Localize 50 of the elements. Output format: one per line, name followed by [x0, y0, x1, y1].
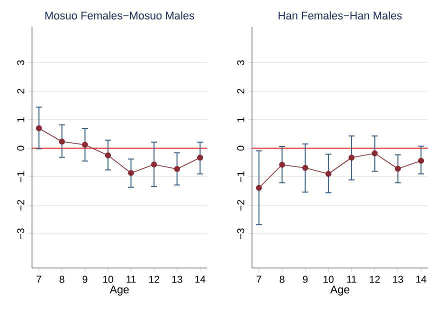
x-tick-label: 8 [60, 276, 64, 283]
x-tick-label: 7 [256, 276, 262, 283]
point [256, 184, 262, 191]
x-tick-label: 11 [347, 276, 356, 283]
x-axis-title: Age [330, 286, 350, 296]
point [36, 125, 42, 132]
point [151, 161, 158, 168]
x-tick-label: 7 [36, 276, 42, 283]
point [325, 170, 332, 177]
point [197, 154, 204, 161]
y-tick-label: 1 [17, 117, 24, 122]
x-tick-label: 10 [103, 276, 114, 283]
point [418, 158, 424, 164]
point [394, 166, 401, 172]
point [82, 142, 88, 148]
chart-title: Mosuo Females−Mosuo Males [45, 11, 194, 20]
y-tick-label: 0 [237, 146, 244, 151]
y-tick-label: 3 [17, 60, 24, 66]
x-tick-label: 11 [126, 276, 136, 283]
x-tick-label: 14 [416, 276, 426, 283]
y-tick-label: −1 [17, 172, 24, 182]
point [128, 170, 134, 176]
y-tick-label: −1 [237, 172, 244, 182]
y-tick-label: −3 [17, 228, 24, 239]
x-tick-label: 9 [82, 276, 88, 283]
x-tick-label: 12 [149, 276, 160, 283]
chart-title: Han Females−Han Males [278, 11, 402, 20]
point [104, 152, 111, 158]
y-tick-label: −3 [237, 228, 244, 239]
point [302, 164, 308, 171]
point [174, 166, 180, 172]
point [348, 154, 355, 161]
y-tick-label: 3 [237, 60, 244, 66]
y-tick-label: 2 [237, 88, 244, 94]
x-axis-title: Age [110, 286, 129, 296]
y-tick-label: 2 [17, 88, 24, 94]
x-tick-label: 14 [195, 276, 206, 283]
y-tick-label: −2 [17, 200, 24, 210]
point [279, 162, 286, 168]
x-tick-label: 12 [370, 276, 380, 283]
x-tick-label: 9 [302, 276, 308, 283]
x-tick-label: 13 [393, 276, 404, 283]
point [372, 150, 378, 156]
x-tick-label: 8 [280, 276, 284, 283]
y-tick-label: 0 [17, 146, 24, 151]
x-tick-label: 13 [172, 276, 182, 283]
y-tick-label: −2 [237, 200, 244, 210]
y-tick-label: 1 [237, 117, 244, 122]
x-tick-label: 10 [324, 276, 334, 283]
point [58, 138, 65, 145]
